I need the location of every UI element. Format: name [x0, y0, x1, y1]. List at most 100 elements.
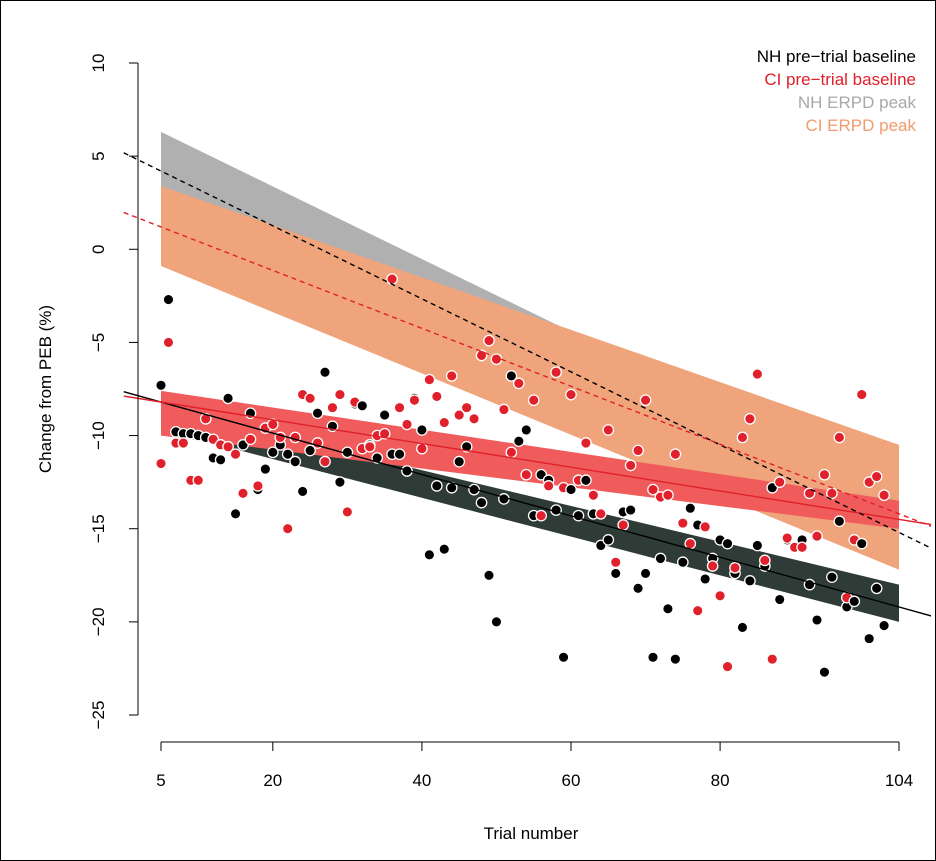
nh-data-point: [669, 653, 682, 665]
fit-line-0: [123, 391, 931, 617]
nh-data-point: [654, 552, 667, 565]
nh-data-point: [736, 621, 749, 634]
y-tick-label: −20: [89, 607, 108, 636]
nh-data-point: [371, 452, 384, 464]
ci-data-point: [826, 487, 838, 500]
ci-data-point: [326, 401, 339, 414]
ci-data-point: [811, 530, 823, 543]
fit-line-3: [123, 211, 931, 528]
ci-data-point: [386, 273, 398, 285]
nh-data-point: [505, 370, 518, 382]
ci-data-point: [363, 440, 376, 453]
ci-data-point: [773, 476, 786, 488]
ci-data-point: [587, 489, 600, 502]
nh-data-point: [878, 619, 890, 632]
nh-data-point: [624, 504, 637, 516]
ci-data-point: [289, 431, 302, 444]
nh-data-point: [811, 614, 823, 626]
ci-data-point: [870, 470, 883, 483]
nh-data-point: [647, 651, 659, 664]
nh-data-point: [520, 424, 533, 436]
x-tick-label: 20: [263, 771, 282, 790]
nh-data-point: [460, 440, 473, 453]
ci-data-point: [453, 409, 466, 421]
nh-data-point: [430, 480, 443, 492]
ci-data-point: [438, 416, 451, 429]
confidence-band-1: [161, 390, 899, 529]
x-tick-label: 40: [412, 771, 431, 790]
nh-data-point: [609, 567, 622, 580]
ci-data-point: [304, 392, 316, 405]
ci-data-point: [751, 368, 764, 380]
nh-data-point: [334, 476, 346, 488]
nh-data-point: [826, 571, 838, 583]
legend-entry: NH ERPD peak: [798, 93, 917, 112]
nh-data-point: [870, 582, 883, 595]
ci-data-point: [498, 403, 510, 416]
fit-line-2: [123, 152, 931, 549]
ci-data-point: [833, 431, 846, 444]
nh-data-point: [676, 556, 689, 569]
ci-data-point: [222, 440, 234, 453]
nh-data-point: [356, 399, 369, 412]
ci-data-point: [378, 427, 391, 440]
ci-data-point: [430, 390, 443, 403]
nh-data-point: [580, 474, 592, 487]
nh-data-point: [662, 602, 674, 615]
x-tick-label: 104: [885, 771, 913, 790]
ci-data-point: [721, 660, 734, 673]
nh-data-point: [378, 409, 391, 421]
ci-data-point: [647, 483, 659, 496]
nh-data-point: [214, 453, 227, 466]
fit-lines: [123, 152, 931, 617]
ci-data-point: [676, 517, 689, 529]
ci-data-point: [550, 366, 562, 379]
nh-data-point: [416, 424, 428, 436]
ci-data-point: [632, 444, 644, 457]
ci-data-point: [334, 388, 346, 401]
ci-data-point: [796, 541, 808, 554]
ci-data-point: [669, 448, 682, 461]
y-tick-label: −15: [89, 514, 108, 543]
ci-data-point: [468, 412, 480, 425]
nh-data-point: [266, 446, 279, 459]
axes: 5 20 40 60 80 104 −25 −20 −15 −10 −5 0 5 10: [89, 54, 913, 790]
y-tick-label: 10: [89, 54, 108, 73]
nh-data-point: [393, 448, 406, 461]
x-tick-label: 60: [562, 771, 581, 790]
ci-data-point: [505, 446, 518, 459]
ci-data-point: [475, 349, 488, 362]
ci-data-point: [416, 442, 428, 455]
x-tick-label: 80: [711, 771, 730, 790]
nh-data-point: [438, 543, 451, 556]
nh-data-point: [222, 392, 234, 405]
ci-data-point: [520, 468, 533, 481]
ci-data-point: [393, 401, 406, 414]
nh-data-point: [512, 435, 525, 448]
ci-data-point: [818, 468, 831, 481]
ci-data-point: [542, 480, 555, 492]
y-tick-label: −25: [89, 701, 108, 730]
nh-data-point: [863, 632, 876, 645]
nh-data-point: [229, 507, 242, 520]
ci-data-point: [624, 459, 637, 472]
scatter-points: [155, 273, 890, 679]
ci-data-point: [155, 457, 167, 470]
nh-data-point: [259, 463, 272, 475]
ci-data-point: [878, 489, 890, 502]
ci-data-point: [803, 487, 816, 500]
nh-data-point: [319, 366, 331, 379]
ci-data-point: [617, 519, 630, 531]
nh-data-point: [557, 651, 570, 664]
ci-data-point: [162, 336, 175, 349]
ci-data-point: [766, 653, 779, 665]
ci-data-point: [319, 455, 331, 468]
nh-data-point: [699, 573, 712, 585]
nh-data-point: [632, 582, 644, 595]
ci-data-point: [445, 370, 458, 382]
ci-data-point: [684, 537, 697, 550]
ci-data-point: [192, 474, 205, 487]
ci-data-point: [706, 560, 719, 572]
ci-data-point: [237, 487, 249, 500]
